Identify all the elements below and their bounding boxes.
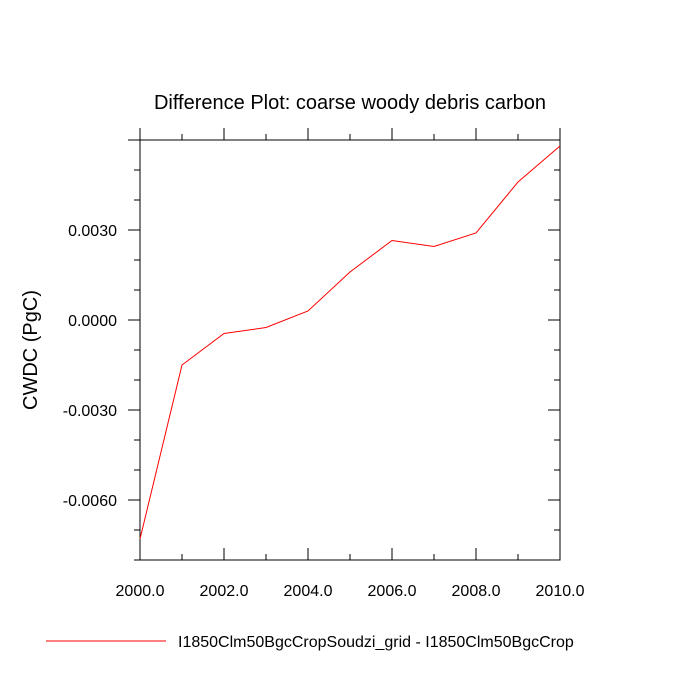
y-tick-label: -0.0030 xyxy=(63,403,117,420)
series-lines xyxy=(139,145,561,540)
legend: I1850Clm50BgcCropSoudzi_grid - I1850Clm5… xyxy=(46,634,574,651)
x-tick-label: 2010.0 xyxy=(536,583,585,600)
y-tick-labels: -0.0060 -0.0030 0.0000 0.0030 xyxy=(63,223,117,510)
x-tick-labels: 2000.0 2002.0 2004.0 2006.0 2008.0 2010.0 xyxy=(116,583,585,600)
y-tick-label: 0.0030 xyxy=(68,223,117,240)
x-tick-label: 2004.0 xyxy=(284,583,333,600)
x-tick-label: 2006.0 xyxy=(368,583,417,600)
x-tick-label: 2000.0 xyxy=(116,583,165,600)
y-axis-label: CWDC (PgC) xyxy=(20,290,42,410)
series-line xyxy=(139,145,561,540)
y-tick-label: -0.0060 xyxy=(63,493,117,510)
y-tick-label: 0.0000 xyxy=(68,313,117,330)
legend-label: I1850Clm50BgcCropSoudzi_grid - I1850Clm5… xyxy=(178,634,574,651)
chart-title: Difference Plot: coarse woody debris car… xyxy=(154,92,546,114)
axis-ticks xyxy=(128,128,561,561)
x-tick-label: 2002.0 xyxy=(200,583,249,600)
x-tick-label: 2008.0 xyxy=(452,583,501,600)
plot-area xyxy=(139,139,561,561)
plot-border xyxy=(139,139,561,561)
